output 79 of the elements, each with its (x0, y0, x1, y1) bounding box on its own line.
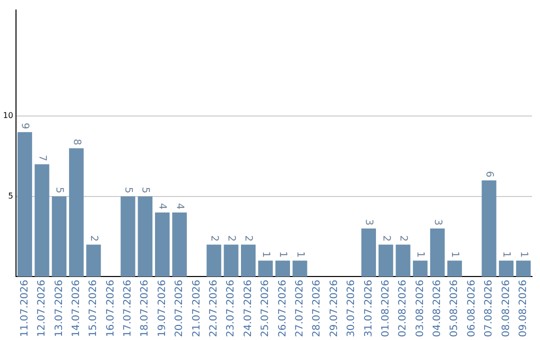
x-tick-label: 26.07.2026 (277, 280, 288, 338)
x-tick-label: 06.08.2026 (466, 280, 478, 338)
data-label: 2 (380, 235, 392, 242)
x-tick-label: 17.07.2026 (122, 280, 134, 338)
bar (224, 244, 238, 277)
data-label: 2 (208, 235, 220, 242)
bar (86, 244, 101, 277)
x-tick-label: 13.07.2026 (54, 280, 65, 338)
x-tick-label: 23.07.2026 (226, 280, 237, 338)
x-tick-label: 12.07.2026 (36, 280, 48, 338)
bar (155, 212, 170, 277)
bar (412, 260, 428, 277)
x-tick-label: 15.07.2026 (88, 280, 100, 338)
x-tick-label: 03.08.2026 (414, 280, 426, 338)
x-tick-label: 16.07.2026 (105, 280, 116, 338)
x-tick-label: 14.07.2026 (70, 280, 82, 338)
x-tick-label: 20.07.2026 (174, 280, 186, 338)
x-tick-label: 19.07.2026 (156, 280, 168, 338)
x-tick-label: 11.07.2026 (19, 280, 30, 338)
bar (172, 212, 187, 277)
x-tick-label: 30.07.2026 (346, 280, 358, 338)
x-tick-label: 05.08.2026 (449, 280, 460, 338)
x-tick-label: 09.08.2026 (518, 280, 529, 338)
x-tick-label: 25.07.2026 (260, 280, 272, 338)
bar (275, 260, 290, 277)
x-tick-label: 24.07.2026 (242, 280, 254, 338)
bar (498, 260, 514, 277)
x-tick-label: 21.07.2026 (191, 280, 202, 338)
bar (240, 244, 256, 277)
data-label: 1 (500, 251, 512, 258)
bar (120, 196, 136, 277)
data-label: 4 (156, 203, 168, 210)
data-label: 2 (242, 235, 254, 242)
bar (138, 196, 152, 277)
x-tick-label: 01.08.2026 (380, 280, 392, 338)
bar (292, 260, 308, 277)
data-label: 5 (54, 187, 65, 194)
x-tick-label: 28.07.2026 (312, 280, 323, 338)
data-label: 1 (260, 251, 271, 258)
bar (258, 260, 273, 277)
y-tick-label: 10 (2, 111, 14, 120)
data-label: 1 (277, 251, 288, 258)
data-label: 7 (36, 154, 48, 162)
data-label: 8 (70, 138, 82, 146)
bar (361, 228, 376, 277)
x-tick-label: 31.07.2026 (363, 280, 374, 338)
bar (69, 148, 84, 277)
x-tick-label: 22.07.2026 (208, 280, 220, 338)
bar (52, 196, 66, 277)
x-tick-label: 02.08.2026 (398, 280, 409, 338)
x-tick-label: 27.07.2026 (294, 280, 306, 338)
bar (516, 260, 531, 277)
bar (396, 244, 410, 277)
x-tick-label: 29.07.2026 (328, 280, 340, 338)
bar (34, 164, 50, 277)
x-tick-label: 07.08.2026 (484, 280, 495, 338)
bar (206, 244, 222, 277)
data-label: 1 (294, 251, 306, 258)
bar (17, 132, 32, 277)
data-label: 5 (140, 187, 151, 194)
data-label: 6 (483, 170, 494, 178)
x-tick-label: 04.08.2026 (432, 280, 444, 338)
data-label: 3 (432, 219, 443, 226)
x-tick-label: 08.08.2026 (500, 280, 512, 338)
data-label: 1 (414, 251, 426, 258)
bar (378, 244, 394, 277)
x-tick-label: 18.07.2026 (140, 280, 151, 338)
data-label: 2 (397, 235, 408, 242)
bar (482, 180, 496, 277)
data-label: 4 (174, 203, 185, 210)
bar (430, 228, 445, 277)
data-label: 5 (122, 187, 134, 194)
data-label: 9 (19, 122, 30, 130)
bar (447, 260, 462, 277)
data-label: 1 (518, 251, 529, 258)
data-label: 2 (88, 235, 99, 242)
data-label: 2 (226, 235, 237, 242)
data-label: 1 (449, 251, 460, 258)
data-label: 3 (363, 219, 374, 226)
